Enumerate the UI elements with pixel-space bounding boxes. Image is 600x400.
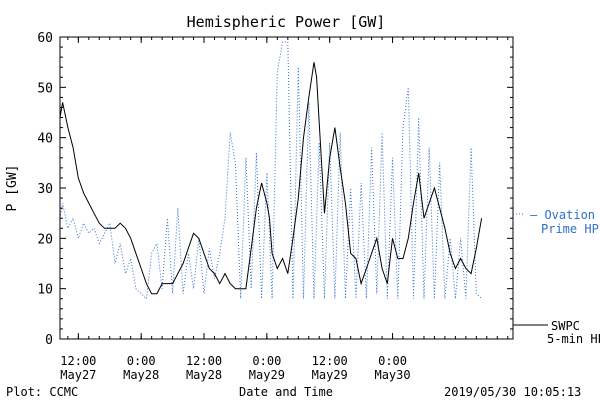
x-tick-label-date: May29: [249, 368, 285, 382]
y-tick-label: 60: [37, 31, 53, 46]
y-tick-label: 10: [37, 283, 53, 298]
x-tick-label-time: 0:00: [378, 354, 407, 368]
y-axis-label: P [GW]: [5, 165, 20, 212]
x-tick-label-time: 0:00: [127, 354, 156, 368]
x-tick-label-date: May28: [123, 368, 159, 382]
y-tick-label: 20: [37, 232, 53, 247]
plot-credit: Plot: CCMC: [6, 385, 78, 399]
x-tick-label-time: 12:00: [312, 354, 348, 368]
ovation-legend-label-1: — Ovation: [530, 208, 595, 222]
x-axis-label: Date and Time: [239, 385, 333, 399]
chart-title: Hemispheric Power [GW]: [187, 13, 386, 31]
y-tick-label: 30: [37, 182, 53, 197]
x-tick-label-time: 0:00: [252, 354, 281, 368]
x-tick-label-date: May27: [60, 368, 96, 382]
plot-timestamp: 2019/05/30 10:05:13: [444, 385, 581, 399]
x-tick-label-time: 12:00: [60, 354, 96, 368]
swpc-legend-label-2: 5-min HPI: [547, 332, 600, 346]
x-tick-label-time: 12:00: [186, 354, 222, 368]
series-layer: [59, 41, 483, 300]
y-tick-label: 50: [37, 81, 53, 96]
x-tick-label-date: May30: [374, 368, 410, 382]
series-line-ovation-prime-hpi: [59, 41, 482, 300]
y-axis: 0 10 20 30 40 50 60: [37, 31, 513, 348]
series-line-swpc-5-min-hpi: [59, 62, 483, 295]
x-tick-label-date: May29: [312, 368, 348, 382]
x-tick-label-date: May28: [186, 368, 222, 382]
x-axis: 12:00May270:00May2812:00May280:00May2912…: [60, 37, 509, 382]
y-tick-label: 40: [37, 132, 53, 147]
y-tick-label: 0: [45, 333, 53, 348]
ovation-legend-label-2: Prime HPI: [541, 222, 600, 236]
swpc-legend-label-1: SWPC: [551, 319, 580, 333]
